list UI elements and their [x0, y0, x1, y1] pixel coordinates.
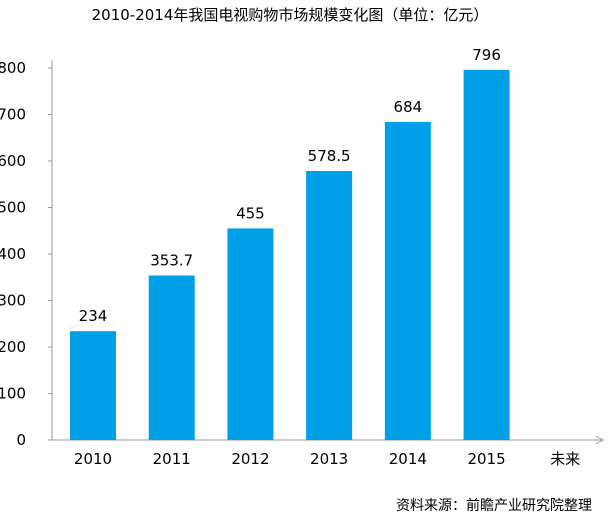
bar-2011 — [148, 275, 195, 440]
y-tick-label: 200 — [0, 338, 26, 356]
bar-2014 — [384, 121, 431, 440]
y-tick-label: 700 — [0, 106, 26, 124]
x-axis-arrow — [595, 435, 605, 445]
data-labels: 234 353.7 455 578.5 684 796 — [79, 46, 501, 325]
data-label-2015: 796 — [472, 46, 501, 64]
data-label-2011: 353.7 — [150, 252, 193, 270]
x-tick-label: 未来 — [550, 450, 580, 468]
data-label-2014: 684 — [394, 98, 423, 116]
data-label-2012: 455 — [236, 204, 265, 222]
y-tick-label: 800 — [0, 59, 26, 77]
source-note: 资料来源：前瞻产业研究院整理 — [396, 497, 592, 514]
x-tick-label: 2012 — [231, 450, 269, 468]
y-tick-label: 0 — [16, 431, 26, 449]
bar-series — [70, 69, 510, 441]
data-label-2010: 234 — [79, 307, 108, 325]
x-tick-label: 2015 — [467, 450, 505, 468]
y-tick-label: 300 — [0, 292, 26, 310]
x-tick-labels: 2010 2011 2012 2013 2014 2015 未来 — [74, 450, 580, 468]
bar-2012 — [227, 228, 274, 440]
y-tick-label: 400 — [0, 245, 26, 263]
x-tick-label: 2011 — [153, 450, 191, 468]
bar-2010 — [70, 331, 116, 440]
y-axis — [48, 60, 53, 441]
y-tick-label: 100 — [0, 385, 26, 403]
chart-title: 2010-2014年我国电视购物市场规模变化图（单位：亿元） — [92, 6, 489, 24]
x-tick-label: 2014 — [389, 450, 427, 468]
y-tick-label: 500 — [0, 199, 26, 217]
x-tick-label: 2010 — [74, 450, 112, 468]
y-tick-labels: 0 100 200 300 400 500 600 700 800 — [0, 59, 26, 449]
data-label-2013: 578.5 — [308, 147, 351, 165]
x-tick-label: 2013 — [310, 450, 348, 468]
bar-2013 — [306, 170, 353, 440]
bar-2015 — [463, 69, 510, 441]
y-tick-label: 600 — [0, 152, 26, 170]
